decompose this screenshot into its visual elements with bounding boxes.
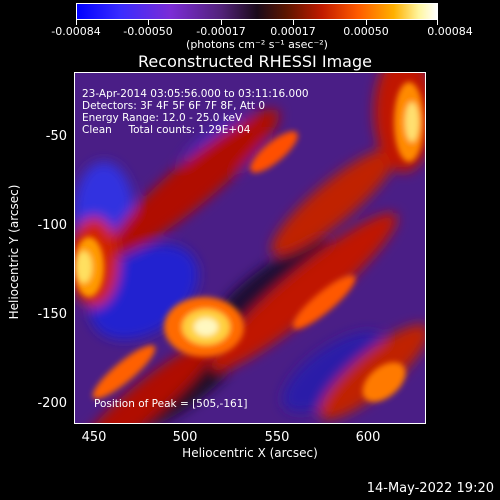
colorbar-tick-label: -0.00084: [51, 25, 101, 38]
x-axis-label: Heliocentric X (arcsec): [182, 446, 318, 460]
y-tick-label: -200: [37, 396, 67, 411]
generation-date: 14-May-2022 19:20: [366, 481, 494, 496]
colorbar-tick: [437, 20, 438, 25]
colorbar: [76, 3, 438, 20]
x-tick-label: 450: [81, 430, 107, 445]
y-tick-label: -50: [45, 129, 67, 144]
rhessi-image: [74, 72, 426, 424]
y-tick-label: -100: [37, 218, 67, 233]
image-bright-sources: [74, 82, 424, 402]
energy-range-text: Energy Range: 12.0 - 25.0 keV: [82, 112, 243, 124]
colorbar-tick: [221, 20, 222, 25]
x-tick-label: 550: [264, 430, 290, 445]
y-axis-label: Heliocentric Y (arcsec): [7, 184, 21, 320]
colorbar-tick: [293, 20, 294, 25]
x-tick-label: 600: [355, 430, 381, 445]
y-tick-label: -150: [37, 307, 67, 322]
colorbar-tick-label: 0.00084: [427, 25, 473, 38]
peak-position-text: Position of Peak = [505,-161]: [94, 398, 248, 410]
plot-title: Reconstructed RHESSI Image: [138, 52, 372, 71]
colorbar-units: (photons cm⁻² s⁻¹ asec⁻²): [186, 38, 328, 51]
x-tick-label: 500: [172, 430, 198, 445]
detectors-text: Detectors: 3F 4F 5F 6F 7F 8F, Att 0: [82, 100, 266, 112]
colorbar-tick-label: -0.00050: [123, 25, 173, 38]
colorbar-tick-label: 0.00050: [343, 25, 389, 38]
colorbar-tick-label: -0.00017: [196, 25, 246, 38]
colorbar-tick: [366, 20, 367, 25]
method-counts-text: Clean Total counts: 1.29E+04: [82, 124, 251, 136]
plot-frame: [74, 72, 426, 424]
time-range-text: 23-Apr-2014 03:05:56.000 to 03:11:16.000: [82, 88, 309, 100]
colorbar-tick-label: 0.00017: [270, 25, 316, 38]
image-svg: [74, 72, 426, 424]
colorbar-tick: [76, 20, 77, 25]
colorbar-tick: [148, 20, 149, 25]
